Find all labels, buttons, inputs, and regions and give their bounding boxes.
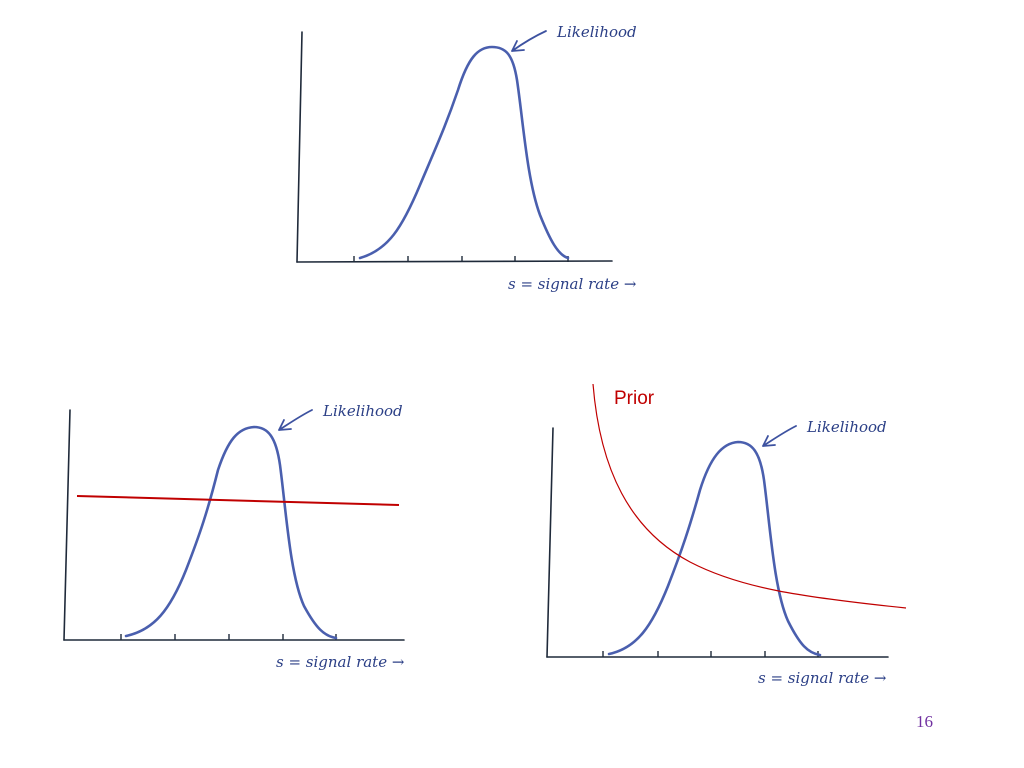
bottom-left-x-ticks — [120, 634, 337, 640]
bottom-right-x-ticks — [602, 651, 819, 657]
bottom-right-likelihood-label: Likelihood — [806, 418, 887, 436]
bottom-left-likelihood-curve — [124, 425, 338, 640]
flat-prior-line — [76, 495, 400, 506]
bottom-right-y-axis — [546, 427, 554, 658]
bottom-left-x-axis-label: s = signal rate → — [276, 653, 405, 671]
bottom-left-likelihood-label: Likelihood — [322, 402, 403, 420]
top-likelihood-label: Likelihood — [556, 23, 637, 41]
bottom-left-y-axis — [63, 409, 71, 641]
page-number: 16 — [916, 712, 933, 731]
top-x-axis-label: s = signal rate → — [508, 275, 637, 293]
bottom-right-likelihood-panel: Prior Likelihood s = signal rate → — [546, 383, 907, 687]
bottom-left-likelihood-panel: Likelihood s = signal rate → — [63, 402, 405, 671]
bottom-left-likelihood-arrow — [278, 409, 313, 431]
bottom-right-likelihood-arrow — [762, 425, 797, 447]
bottom-right-likelihood-curve — [607, 440, 822, 657]
top-likelihood-panel: Likelihood s = signal rate → — [296, 23, 637, 293]
top-x-axis — [296, 260, 613, 263]
top-y-axis — [296, 31, 303, 263]
bottom-right-x-axis-label: s = signal rate → — [758, 669, 887, 687]
prior-label: Prior — [614, 388, 655, 409]
top-likelihood-curve — [358, 45, 570, 260]
top-likelihood-arrow — [511, 30, 547, 52]
decaying-prior-curve — [592, 383, 907, 609]
